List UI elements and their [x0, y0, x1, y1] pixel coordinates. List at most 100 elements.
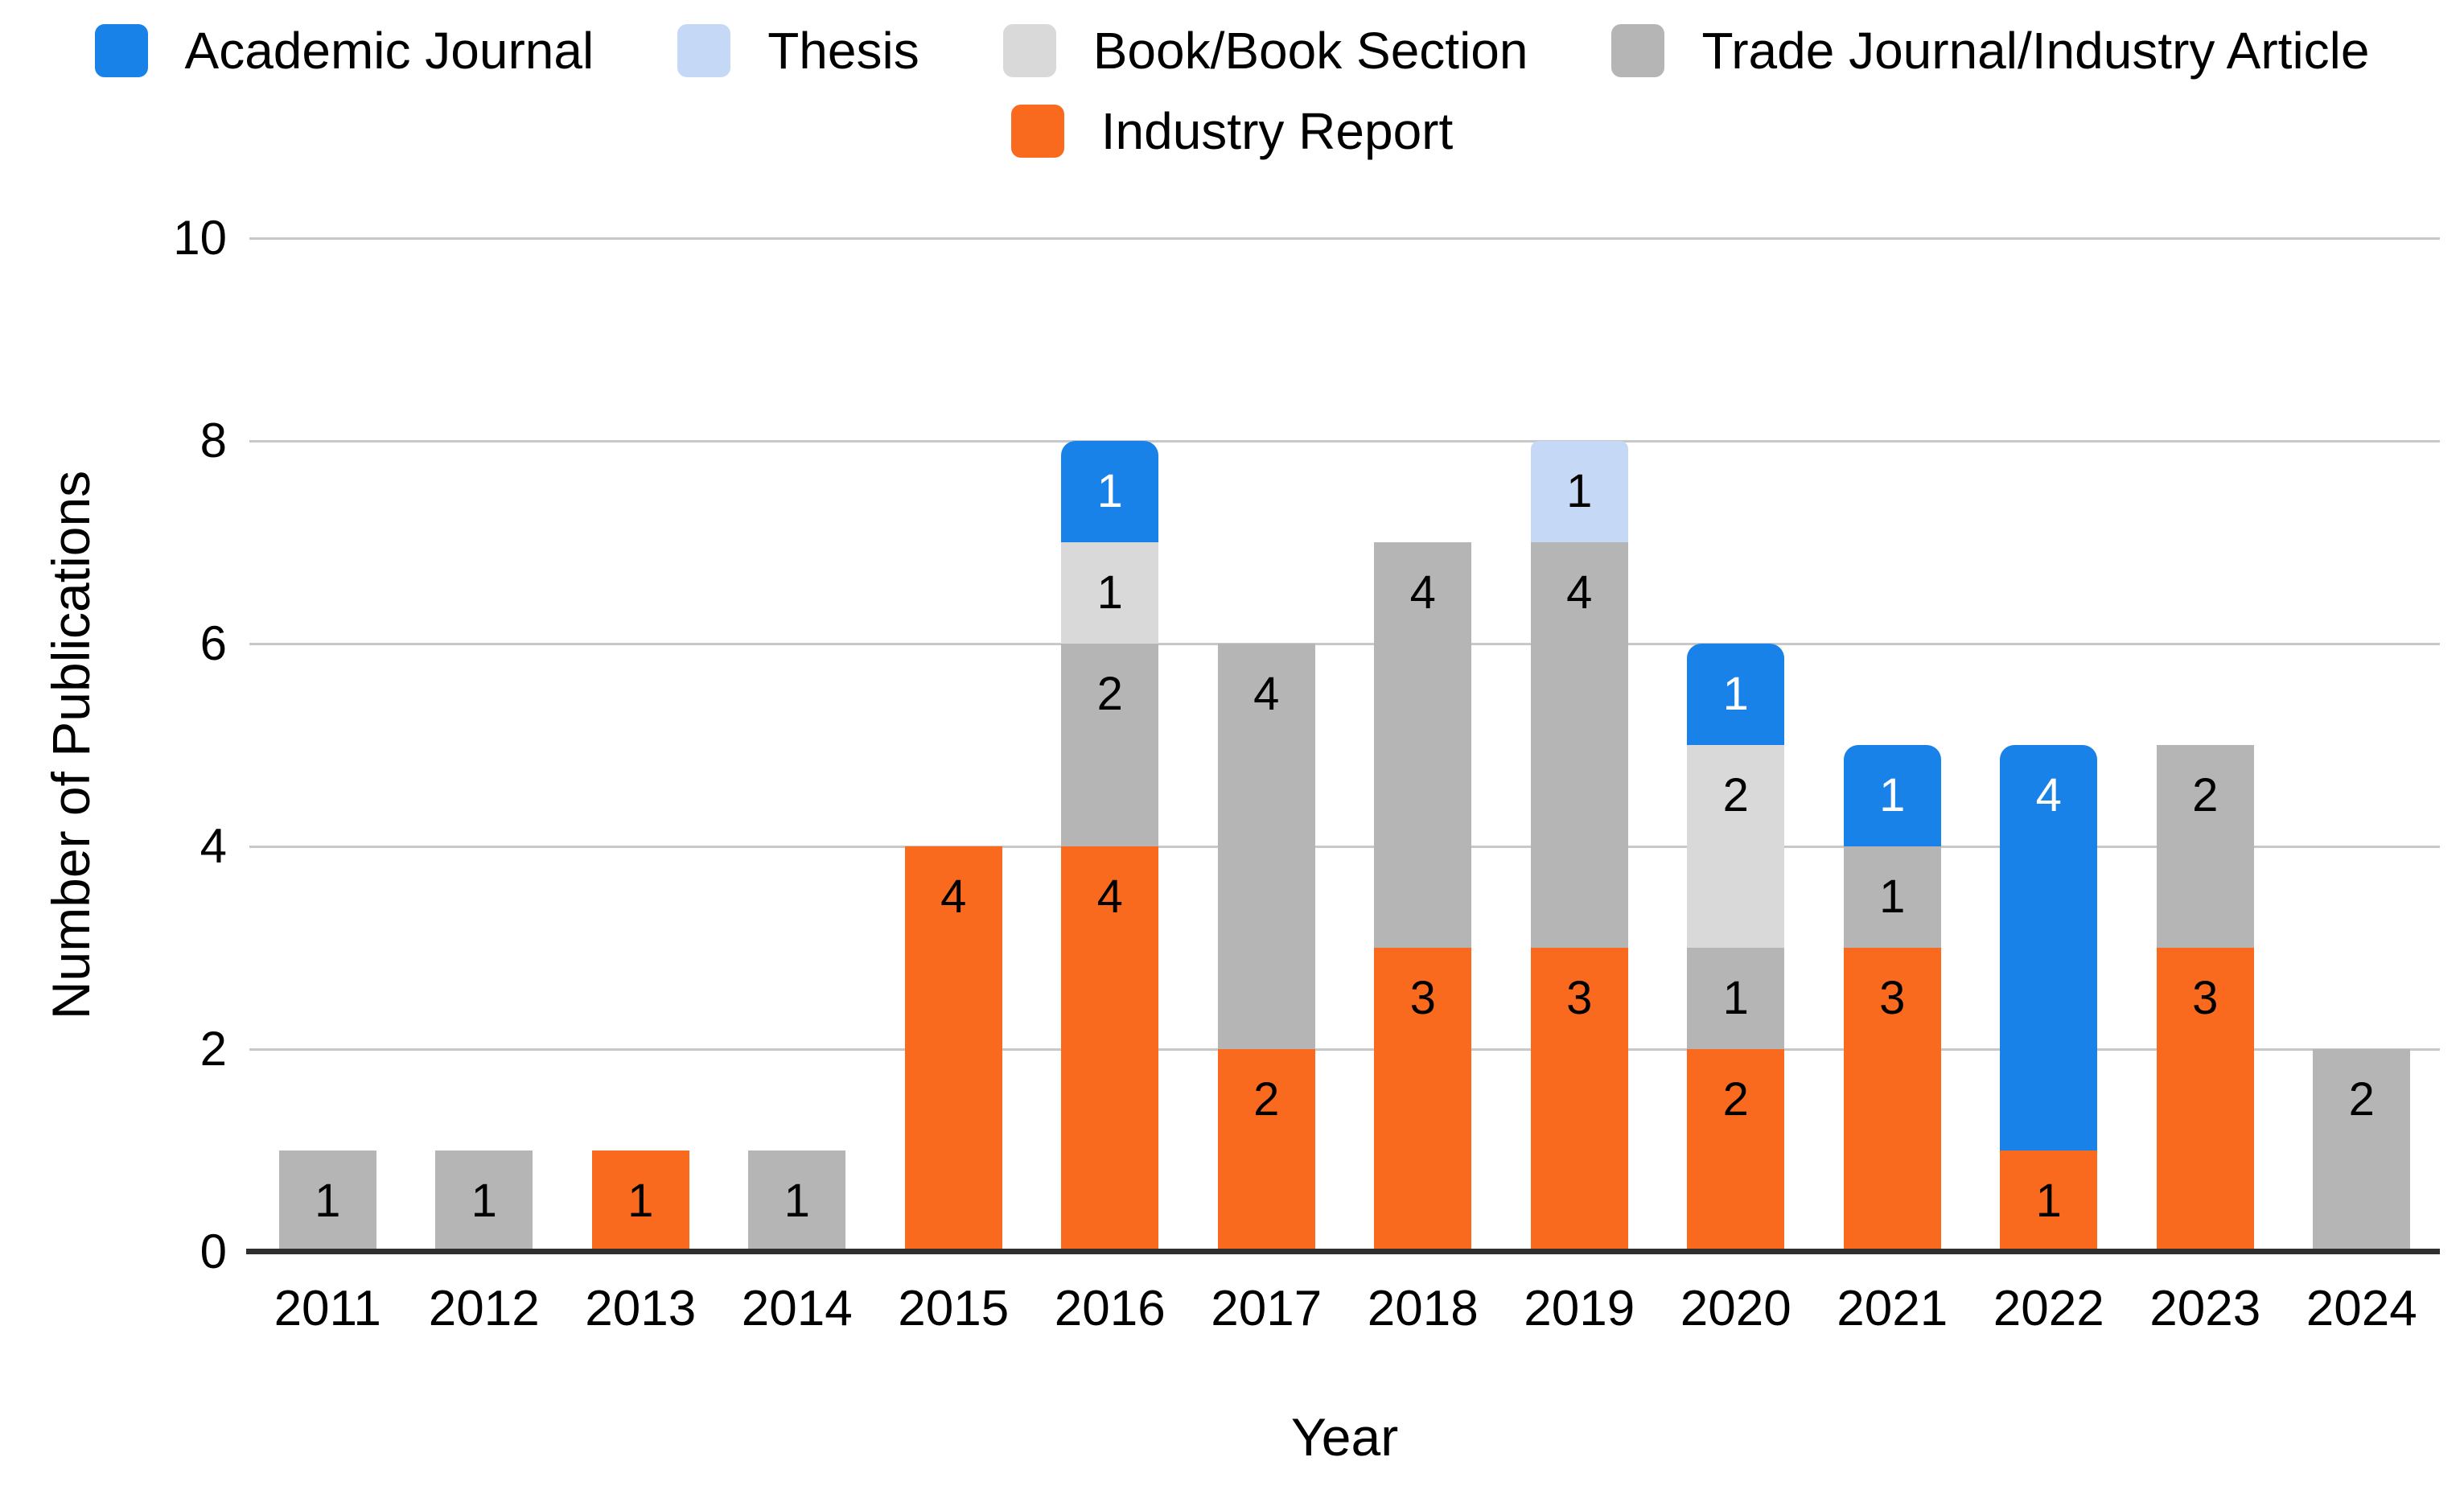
bar-2021: 3 1 1 — [1814, 238, 1971, 1252]
segment-value-label: 4 — [940, 871, 967, 923]
segment-value-label: 1 — [1566, 465, 1593, 517]
x-tick-label-2022: 2022 — [1993, 1281, 2104, 1336]
bar-2019: 3 4 1 — [1501, 238, 1658, 1252]
segment-value-label: 1 — [1096, 465, 1123, 517]
bar-stack-2019: 3 4 1 — [1530, 238, 1628, 1252]
bar-stack-2016: 4 2 1 1 — [1061, 238, 1159, 1252]
bar-segment-2016-industry-report: 4 — [1061, 846, 1159, 1252]
bar-segment-2017-trade-journal-industry-article: 4 — [1217, 644, 1315, 1049]
segment-value-label: 1 — [1879, 871, 1906, 923]
segment-value-label: 1 — [1879, 769, 1906, 821]
legend-swatch-icon — [94, 24, 148, 77]
segment-value-label: 2 — [1722, 1073, 1749, 1126]
bar-2024: 2 — [2284, 238, 2441, 1252]
bar-segment-2020-industry-report: 2 — [1687, 1049, 1785, 1252]
bar-stack-2013: 1 — [591, 238, 689, 1252]
bar-stack-2021: 3 1 1 — [1843, 238, 1941, 1252]
gridline-10 — [249, 237, 2440, 240]
x-tick-label-2014: 2014 — [741, 1281, 853, 1336]
x-tick-label-2011: 2011 — [274, 1281, 381, 1336]
bar-segment-2019-industry-report: 3 — [1530, 948, 1628, 1252]
segment-value-label: 1 — [471, 1175, 497, 1227]
legend-swatch-icon — [1010, 105, 1064, 158]
segment-value-label: 1 — [2035, 1175, 2062, 1227]
segment-value-label: 4 — [1253, 668, 1280, 720]
bar-segment-2021-trade-journal-industry-article: 1 — [1843, 846, 1941, 948]
bar-2011: 1 — [249, 238, 406, 1252]
segment-value-label: 4 — [1409, 566, 1436, 619]
x-tick-label-2012: 2012 — [428, 1281, 540, 1336]
gridline-4 — [249, 845, 2440, 848]
legend-item-label: Industry Report — [1100, 102, 1454, 160]
gridline-2 — [249, 1048, 2440, 1051]
x-tick-label-2024: 2024 — [2306, 1281, 2417, 1336]
y-tick-label-10: 10 — [173, 211, 227, 265]
bar-2013: 1 — [562, 238, 719, 1252]
legend-item-label: Trade Journal/Industry Article — [1701, 22, 2370, 80]
legend-swatch-icon — [1611, 24, 1665, 77]
gridline-8 — [249, 439, 2440, 443]
x-axis-title: Year — [1290, 1407, 1399, 1467]
bar-segment-2019-thesis: 1 — [1530, 441, 1628, 542]
bar-stack-2015: 4 — [904, 238, 1002, 1252]
y-tick-label-2: 2 — [200, 1022, 227, 1076]
bar-segment-2021-industry-report: 3 — [1843, 948, 1941, 1252]
x-axis-tick-labels: 2011 2012 2013 2014 2015 2016 2017 2018 2019 2020… — [249, 1281, 2440, 1337]
segment-value-label: 1 — [627, 1175, 654, 1227]
bar-segment-2019-trade-journal-industry-article: 4 — [1530, 542, 1628, 948]
segment-value-label: 1 — [315, 1175, 341, 1227]
bar-segment-2018-trade-journal-industry-article: 4 — [1374, 542, 1472, 948]
bar-2020: 2 1 2 1 — [1658, 238, 1815, 1252]
bar-2016: 4 2 1 1 — [1032, 238, 1189, 1252]
bar-segment-2024-trade-journal-industry-article: 2 — [2313, 1049, 2411, 1252]
y-tick-label-6: 6 — [200, 616, 227, 670]
segment-value-label: 3 — [2192, 972, 2219, 1024]
bar-segment-2023-industry-report: 3 — [2156, 948, 2254, 1252]
bar-segment-2016-academic-journal: 1 — [1061, 441, 1159, 542]
bar-stack-2024: 2 — [2313, 238, 2411, 1252]
chart-legend: Academic Journal Thesis Book/Book Section T… — [0, 21, 2464, 161]
bar-segment-2016-book-book-section: 1 — [1061, 542, 1159, 644]
segment-value-label: 4 — [1566, 566, 1593, 619]
y-tick-label-8: 8 — [200, 414, 227, 467]
bar-stack-2020: 2 1 2 1 — [1687, 238, 1785, 1252]
bar-2014: 1 — [719, 238, 876, 1252]
bar-segment-2015-industry-report: 4 — [904, 846, 1002, 1252]
legend-item-book-book-section: Book/Book Section — [1002, 21, 1528, 80]
y-tick-label-0: 0 — [200, 1225, 227, 1278]
bar-segment-2016-trade-journal-industry-article: 2 — [1061, 644, 1159, 846]
x-axis-line — [246, 1249, 2440, 1254]
bar-segment-2023-trade-journal-industry-article: 2 — [2156, 745, 2254, 948]
legend-item-trade-journal-industry-article: Trade Journal/Industry Article — [1611, 21, 2369, 80]
legend-item-label: Book/Book Section — [1092, 22, 1528, 80]
legend-item-industry-report: Industry Report — [1010, 101, 1454, 161]
legend-swatch-icon — [677, 24, 731, 77]
segment-value-label: 1 — [1722, 972, 1749, 1024]
segment-value-label: 2 — [2348, 1073, 2375, 1126]
segment-value-label: 2 — [1253, 1073, 1280, 1126]
segment-value-label: 1 — [1096, 566, 1123, 619]
bar-2015: 4 — [875, 238, 1032, 1252]
bar-segment-2018-industry-report: 3 — [1374, 948, 1472, 1252]
segment-value-label: 3 — [1566, 972, 1593, 1024]
bar-segment-2020-academic-journal: 1 — [1687, 644, 1785, 745]
x-tick-label-2017: 2017 — [1211, 1281, 1322, 1336]
segment-value-label: 2 — [1096, 668, 1123, 720]
x-tick-label-2013: 2013 — [585, 1281, 697, 1336]
bar-segment-2017-industry-report: 2 — [1217, 1049, 1315, 1252]
legend-item-label: Thesis — [767, 22, 919, 80]
segment-value-label: 3 — [1879, 972, 1906, 1024]
segment-value-label: 3 — [1409, 972, 1436, 1024]
bar-segment-2013-industry-report: 1 — [591, 1151, 689, 1252]
x-tick-label-2015: 2015 — [898, 1281, 1010, 1336]
